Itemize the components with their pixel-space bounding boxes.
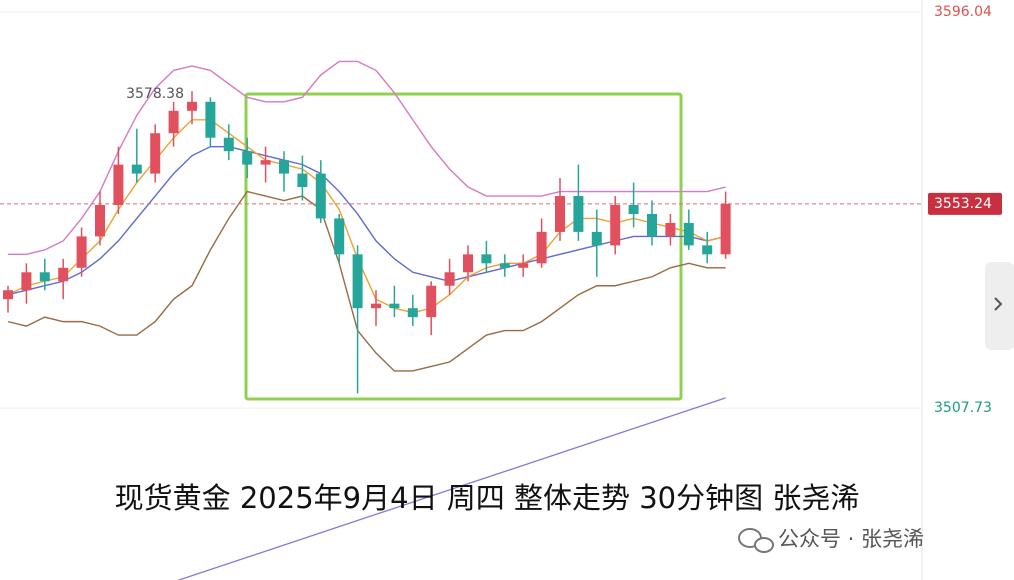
candle-body: [187, 101, 197, 111]
candle-body: [58, 267, 69, 282]
side-button-arrow[interactable]: [994, 297, 1003, 311]
candle-body: [702, 245, 713, 255]
candle-body: [683, 222, 694, 246]
candle-body: [647, 213, 657, 237]
candle-body: [315, 173, 326, 219]
candle-body: [426, 285, 437, 318]
indicator-line: [8, 60, 726, 256]
candle-body: [21, 272, 32, 291]
watermark-icon: [738, 528, 774, 553]
highlight-box: [244, 92, 683, 401]
last-price-tag: [928, 192, 1002, 215]
last-price-label: 3553.24: [934, 196, 992, 212]
candle-body: [113, 164, 124, 205]
candle-body: [463, 254, 473, 273]
candle-body: [352, 254, 363, 309]
indicator-line: [7, 145, 726, 296]
y-tick-label: 3596.04: [934, 4, 992, 20]
candle-body: [150, 133, 161, 174]
candle-body: [131, 164, 142, 174]
candle-body: [610, 204, 621, 246]
trendline: [176, 397, 726, 580]
candle-body: [334, 218, 345, 255]
candle-body: [260, 160, 271, 165]
caption: 现货黄金 2025年9月4日 周四 整体走势 30分钟图 张尧浠: [115, 481, 860, 515]
candle-body: [39, 272, 50, 282]
candle-body: [591, 231, 602, 246]
candle-body: [555, 196, 565, 232]
candle-body: [205, 101, 216, 138]
candle-body: [628, 204, 639, 214]
candle-body: [536, 231, 547, 264]
candle-body: [297, 173, 308, 188]
indicator-line: [7, 190, 726, 372]
candle-body: [223, 137, 234, 152]
watermark: 公众号 · 张尧浠: [778, 527, 924, 551]
candle-body: [242, 151, 253, 165]
candle-body: [518, 263, 529, 268]
indicator-line: [7, 119, 726, 314]
candle-body: [444, 272, 455, 286]
candle-body: [389, 303, 400, 309]
candle-body: [720, 203, 731, 255]
y-tick-label: 3507.73: [934, 400, 992, 416]
candle-body: [76, 236, 87, 268]
candle-body: [407, 308, 418, 318]
candle-body: [481, 254, 492, 264]
candle-body: [95, 204, 105, 237]
candle-body: [3, 290, 13, 300]
max-label: 3578.38: [126, 86, 184, 102]
candle-body: [499, 263, 510, 268]
candle-body: [168, 110, 179, 134]
candle-body: [665, 222, 676, 237]
candle-body: [279, 160, 289, 174]
candle-body: [573, 196, 584, 232]
plot-area: 3578.38: [0, 11, 922, 580]
candle-body: [371, 303, 381, 309]
